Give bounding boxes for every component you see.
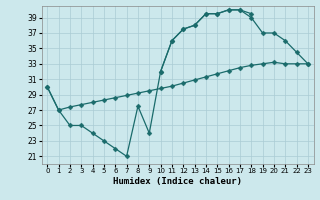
- X-axis label: Humidex (Indice chaleur): Humidex (Indice chaleur): [113, 177, 242, 186]
